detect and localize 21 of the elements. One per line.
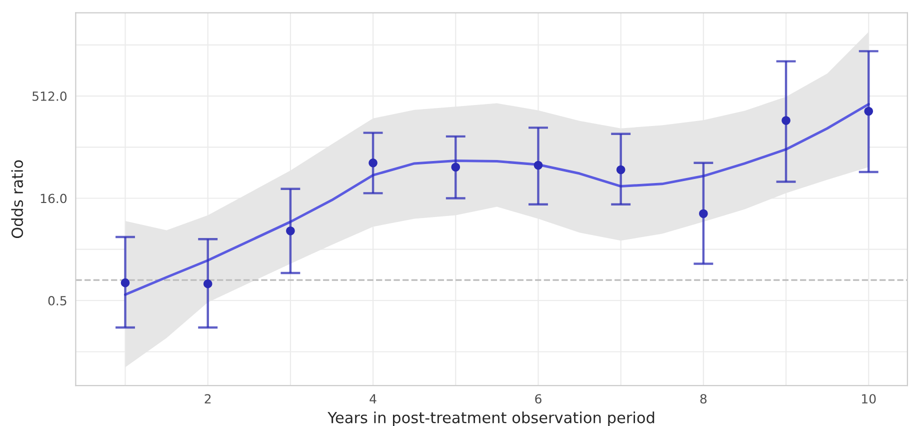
point [203,279,212,288]
y-tick-label: 0.5 [48,296,66,306]
y-tick-label: 512.0 [32,91,67,101]
x-tick-label: 2 [204,394,211,404]
point [368,158,378,168]
point [699,209,708,218]
y-axis-title: Odds ratio [11,160,24,238]
point [120,278,130,288]
y-tick-label: 16.0 [40,194,67,204]
x-tick-label: 6 [535,394,542,404]
point [534,160,543,170]
x-tick-label: 8 [700,394,707,404]
x-tick-label: 10 [862,394,876,404]
line-series [124,102,870,296]
x-axis-title: Years in post-treatment observation period [328,412,654,426]
point [864,106,874,116]
point [782,116,790,125]
x-tick-label: 4 [370,394,376,404]
point [286,226,295,236]
point [451,162,460,172]
point [616,165,626,174]
